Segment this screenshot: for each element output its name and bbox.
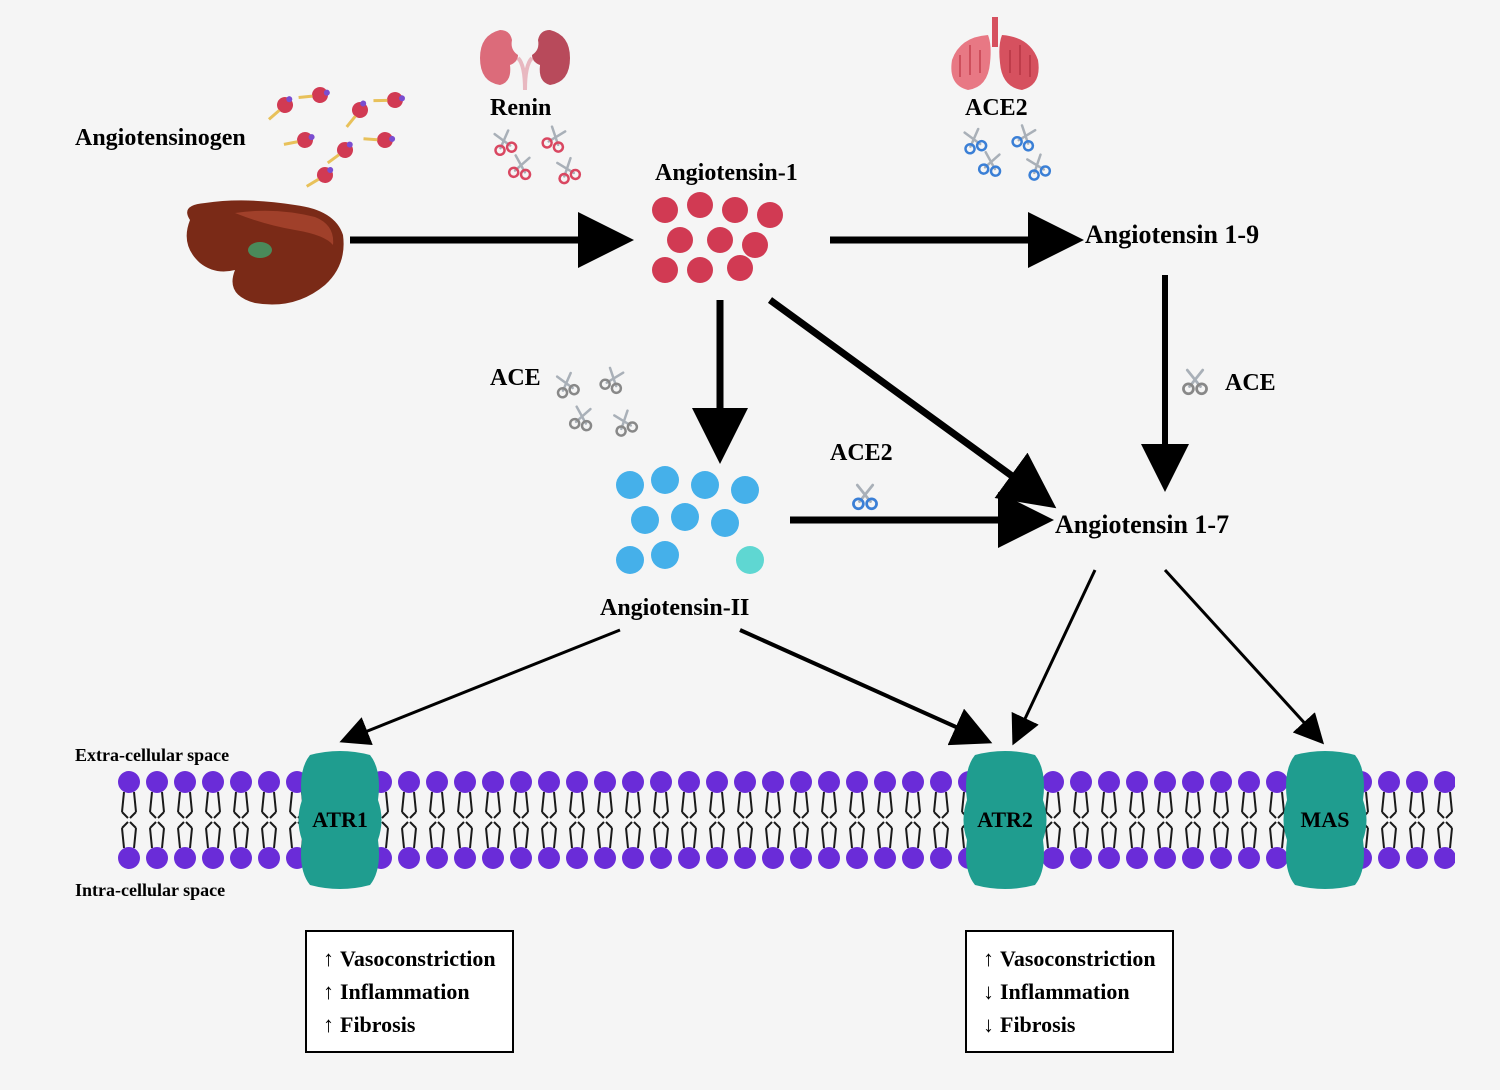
effect-line: ↑Vasoconstriction xyxy=(323,942,496,975)
ace-left-label: ACE xyxy=(490,365,541,392)
receptor-mas: MAS xyxy=(1275,750,1375,890)
ace2-mid-scissors xyxy=(845,475,885,515)
lungs-icon xyxy=(940,15,1050,95)
down-arrow-icon: ↓ xyxy=(983,1008,994,1041)
ace2-top-scissors xyxy=(945,120,1060,185)
angII-label: Angiotensin-II xyxy=(600,595,749,622)
kidneys-icon xyxy=(470,20,580,95)
ang1-label: Angiotensin-1 xyxy=(655,160,798,187)
receptor-atr2-label: ATR2 xyxy=(977,807,1033,833)
angiotensinogen-label: Angiotensinogen xyxy=(75,125,246,152)
ang1-dots xyxy=(645,190,800,290)
receptor-atr1: ATR1 xyxy=(290,750,390,890)
up-arrow-icon: ↑ xyxy=(323,942,334,975)
effect-line: ↓ Fibrosis xyxy=(983,1008,1156,1041)
ace-left-scissors xyxy=(540,355,645,450)
up-arrow-icon: ↑ xyxy=(983,942,994,975)
receptor-atr1-label: ATR1 xyxy=(312,807,368,833)
intra-space-label: Intra-cellular space xyxy=(75,880,225,901)
ace2-mid-label: ACE2 xyxy=(830,440,893,467)
effects-left-box: ↑Vasoconstriction↑ Inflammation↑ Fibrosi… xyxy=(305,930,514,1053)
effect-text: Inflammation xyxy=(340,975,470,1008)
renin-label: Renin xyxy=(490,95,551,122)
effect-line: ↓ Inflammation xyxy=(983,975,1156,1008)
extra-space-label: Extra-cellular space xyxy=(75,745,229,766)
ang17-label: Angiotensin 1-7 xyxy=(1055,510,1229,540)
effect-text: Vasoconstriction xyxy=(340,942,496,975)
angII-dots xyxy=(605,465,775,585)
effect-text: Vasoconstriction xyxy=(1000,942,1156,975)
receptor-mas-label: MAS xyxy=(1301,807,1350,833)
effect-line: ↑ Inflammation xyxy=(323,975,496,1008)
diagram-canvas: ATR1 ATR2 MAS Angiotensinogen Renin ACE2… xyxy=(0,0,1500,1090)
effects-right-box: ↑Vasoconstriction↓ Inflammation↓ Fibrosi… xyxy=(965,930,1174,1053)
effect-text: Fibrosis xyxy=(340,1008,415,1041)
liver-icon xyxy=(175,195,350,315)
ace-right-label: ACE xyxy=(1225,370,1276,397)
up-arrow-icon: ↑ xyxy=(323,1008,334,1041)
ace-right-scissors xyxy=(1175,360,1215,400)
effect-line: ↑Vasoconstriction xyxy=(983,942,1156,975)
ace2-top-label: ACE2 xyxy=(965,95,1028,122)
effect-text: Inflammation xyxy=(1000,975,1130,1008)
receptor-atr2: ATR2 xyxy=(955,750,1055,890)
angiotensinogen-molecules xyxy=(265,80,425,190)
renin-scissors xyxy=(475,120,590,190)
effect-line: ↑ Fibrosis xyxy=(323,1008,496,1041)
effect-text: Fibrosis xyxy=(1000,1008,1075,1041)
ang19-label: Angiotensin 1-9 xyxy=(1085,220,1259,250)
down-arrow-icon: ↓ xyxy=(983,975,994,1008)
up-arrow-icon: ↑ xyxy=(323,975,334,1008)
